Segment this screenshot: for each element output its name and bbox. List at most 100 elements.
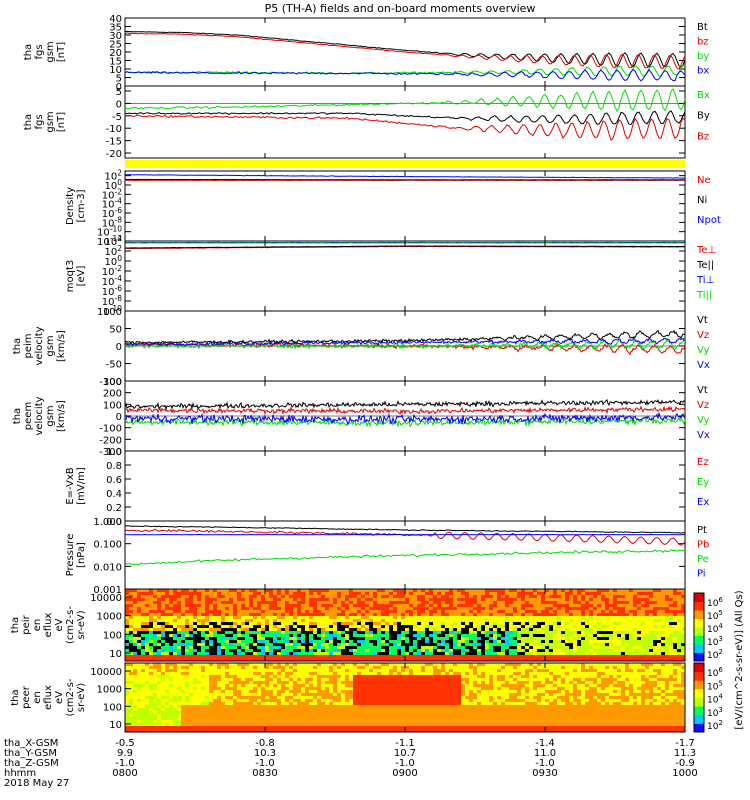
spectrogram-cell (565, 625, 569, 628)
spectrogram-cell (245, 646, 249, 649)
spectrogram-cell (649, 589, 653, 592)
spectrogram-cell (289, 652, 293, 655)
legend-label: Ez (697, 457, 709, 468)
spectrogram-cell (241, 693, 245, 696)
spectrogram-cell (529, 640, 533, 643)
y-tick-label: -10 (106, 124, 122, 135)
spectrogram-cell (553, 595, 557, 598)
spectrogram-cell (517, 610, 521, 613)
spectrogram-cell (353, 640, 357, 643)
spectrogram-cell (265, 684, 269, 687)
spectrogram-cell (133, 675, 137, 678)
spectrogram-cell (557, 607, 561, 610)
spectrogram-cell (545, 595, 549, 598)
spectrogram-cell (485, 634, 489, 637)
spectrogram-cell (513, 616, 517, 619)
spectrogram-cell (281, 607, 285, 610)
spectrogram-cell (425, 622, 429, 625)
spectrogram-cell (237, 663, 241, 666)
spectrogram-cell (629, 622, 633, 625)
spectrogram-cell (277, 711, 281, 714)
y-axis-label: sr-eV) (76, 610, 87, 639)
spectrogram-cell (317, 643, 321, 646)
spectrogram-cell (477, 658, 481, 661)
spectrogram-cell (225, 690, 229, 693)
spectrogram-cell (281, 711, 285, 714)
spectrogram-cell (125, 717, 129, 720)
spectrogram-cell (185, 690, 189, 693)
spectrogram-cell (313, 598, 317, 601)
spectrogram-cell (137, 649, 141, 652)
spectrogram-cell (277, 696, 281, 699)
spectrogram-cell (437, 592, 441, 595)
spectrogram-cell (253, 714, 257, 717)
spectrogram-cell (325, 628, 329, 631)
spectrogram-cell (141, 601, 145, 604)
spectrogram-cell (173, 610, 177, 613)
spectrogram-cell (665, 649, 669, 652)
spectrogram-cell (185, 681, 189, 684)
spectrogram-cell (277, 663, 281, 666)
spectrogram-cell (269, 711, 273, 714)
spectrogram-cell (581, 655, 585, 658)
spectrogram-cell (445, 655, 449, 658)
spectrogram-cell (413, 622, 417, 625)
spectrogram-cell (301, 640, 305, 643)
spectrogram-cell (609, 631, 613, 634)
spectrogram-cell (217, 631, 221, 634)
spectrogram-cell (321, 616, 325, 619)
spectrogram-cell (217, 655, 221, 658)
spectrogram-cell (241, 592, 245, 595)
spectrogram-cell (205, 601, 209, 604)
spectrogram-cell (353, 613, 357, 616)
spectrogram-cell (465, 628, 469, 631)
spectrogram-cell (125, 681, 129, 684)
spectrogram-cell (201, 717, 205, 720)
spectrogram-cell (157, 598, 161, 601)
spectrogram-cell (369, 655, 373, 658)
spectrogram-cell (645, 637, 649, 640)
spectrogram-cell (265, 592, 269, 595)
spectrogram-cell (217, 592, 221, 595)
spectrogram-cell (365, 628, 369, 631)
spectrogram-cell (241, 699, 245, 702)
spectrogram-cell (293, 619, 297, 622)
spectrogram-cell (181, 687, 185, 690)
spectrogram-cell (257, 720, 261, 723)
spectrogram-cell (253, 646, 257, 649)
spectrogram-cell (621, 604, 625, 607)
spectrogram-cell (449, 628, 453, 631)
spectrogram-cell (205, 672, 209, 675)
spectrogram-cell (177, 669, 181, 672)
spectrogram-cell (493, 658, 497, 661)
spectrogram-cell (425, 604, 429, 607)
spectrogram-cell (353, 598, 357, 601)
spectrogram-cell (277, 610, 281, 613)
spectrogram-cell (145, 684, 149, 687)
spectrogram-cell (181, 655, 185, 658)
spectrogram-cell (213, 625, 217, 628)
spectrogram-cell (405, 589, 409, 592)
spectrogram-cell (381, 631, 385, 634)
spectrogram-cell (245, 693, 249, 696)
spectrogram-cell (269, 693, 273, 696)
spectrogram-cell (521, 646, 525, 649)
spectrogram-cell (553, 604, 557, 607)
spectrogram-cell (177, 613, 181, 616)
spectrogram-cell (281, 595, 285, 598)
spectrogram-cell (293, 622, 297, 625)
spectrogram-cell (649, 658, 653, 661)
spectrogram-cell (321, 652, 325, 655)
spectrogram-cell (485, 616, 489, 619)
spectrogram-cell (177, 684, 181, 687)
spectrogram-cell (413, 595, 417, 598)
spectrogram-cell (537, 622, 541, 625)
spectrogram-cell (673, 613, 677, 616)
spectrogram-cell (205, 589, 209, 592)
spectrogram-cell (241, 729, 245, 732)
spectrogram-cell (509, 601, 513, 604)
spectrogram-cell (185, 640, 189, 643)
spectrogram-cell (317, 663, 321, 666)
spectrogram-cell (517, 592, 521, 595)
spectrogram-cell (341, 619, 345, 622)
